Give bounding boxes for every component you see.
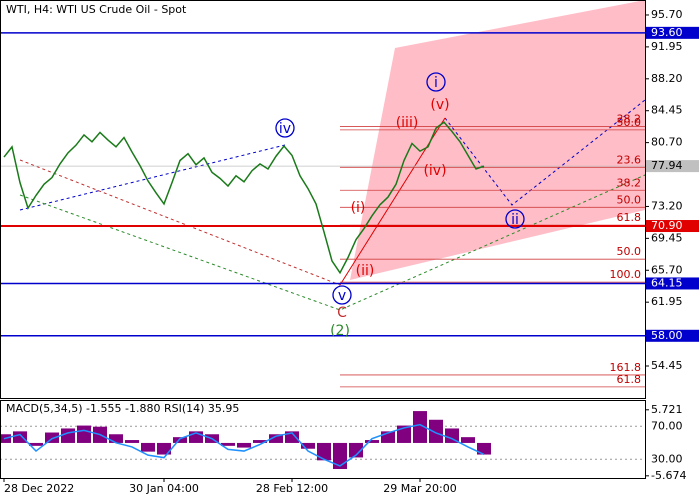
- fib-label: 161.8: [610, 361, 642, 374]
- y-tick-label: 84.45: [651, 104, 683, 117]
- macd-bar: [237, 442, 251, 448]
- x-tick-label: 29 Mar 20:00: [383, 482, 456, 495]
- indicator-frame: [0, 400, 646, 479]
- macd-bar: [269, 434, 283, 443]
- y2-tick-label: 70.00: [651, 419, 683, 432]
- macd-bar: [13, 431, 27, 443]
- wave-line: [339, 117, 446, 286]
- price-level-tag: [646, 277, 699, 290]
- fib-label: 50.0: [617, 116, 642, 129]
- rsi-line: [3, 423, 485, 467]
- y-tick-label: 88.20: [651, 72, 683, 85]
- y-tick-label: 95.70: [651, 8, 683, 21]
- macd-bar: [349, 442, 363, 458]
- chart-title: WTI, H4: WTI US Crude Oil - Spot: [6, 3, 187, 16]
- price-level-tag: [646, 220, 699, 233]
- fib-label: 61.8: [617, 373, 642, 386]
- macd-bar: [45, 432, 59, 443]
- indicator-title: MACD(5,34,5) -1.555 -1.880 RSI(14) 35.95: [6, 402, 239, 415]
- macd-bar: [381, 431, 395, 443]
- y-tick-label: 69.45: [651, 231, 683, 244]
- y-tick-label: -5.674: [651, 469, 686, 482]
- fib-label: 38.2: [617, 176, 642, 189]
- macd-bar: [109, 434, 123, 443]
- projection-zone: [350, 0, 645, 280]
- fib-label: 38.2: [617, 112, 642, 125]
- x-tick-label: 30 Jan 04:00: [129, 482, 199, 495]
- x-tick-label: 28 Feb 12:00: [256, 482, 328, 495]
- y-tick-label: 91.95: [651, 40, 683, 53]
- fib-label: 100.0: [610, 268, 642, 281]
- wave-label: v: [338, 288, 346, 304]
- wave-circle: [426, 72, 446, 92]
- y-tick-label: 73.20: [651, 199, 683, 212]
- wave-label: (2): [330, 323, 350, 339]
- wave-label: (ii): [356, 263, 375, 279]
- macd-bar: [157, 442, 171, 455]
- macd-bar: [61, 428, 75, 443]
- fib-label: 23.6: [617, 153, 642, 166]
- price-level-label: 93.60: [651, 26, 683, 39]
- y-tick-label: 65.70: [651, 263, 683, 276]
- wave-circle: [505, 209, 525, 229]
- wave-circle: [275, 118, 295, 138]
- wave-label: (v): [430, 97, 449, 113]
- price-frame: [0, 0, 646, 399]
- macd-bar: [429, 419, 443, 443]
- price-line: [3, 121, 485, 275]
- price-level-tag: [646, 160, 699, 173]
- macd-bar: [413, 411, 427, 443]
- macd-bar: [77, 425, 91, 443]
- y-tick-label: 54.45: [651, 359, 683, 372]
- fib-label: 61.8: [617, 211, 642, 224]
- macd-bar: [29, 442, 43, 446]
- wave-label: iv: [279, 121, 291, 137]
- wave-label: (iv): [423, 163, 446, 179]
- wave-label: C: [337, 305, 347, 321]
- price-level-tag: [646, 26, 699, 39]
- price-level-tag: [646, 329, 699, 342]
- macd-bar: [141, 442, 155, 452]
- macd-bar: [461, 437, 475, 443]
- macd-bar: [125, 440, 139, 443]
- macd-bar: [221, 442, 235, 446]
- macd-bar: [477, 442, 491, 455]
- wave-label: (iii): [396, 115, 419, 131]
- fib-label: 50.0: [617, 193, 642, 206]
- price-level-label: 70.90: [651, 219, 683, 232]
- y2-tick-label: 30.00: [651, 452, 683, 465]
- macd-bar: [397, 425, 411, 443]
- y-tick-label: 61.95: [651, 295, 683, 308]
- wave-label: ii: [511, 212, 519, 228]
- x-tick-label: 28 Dec 2022: [4, 482, 74, 495]
- macd-bar: [173, 437, 187, 443]
- price-level-label: 64.15: [651, 276, 683, 289]
- price-level-label: 58.00: [651, 329, 683, 342]
- projection-line: [444, 99, 646, 206]
- wave-circle: [332, 285, 352, 305]
- price-level-label: 77.94: [651, 159, 683, 172]
- macd-bar: [285, 431, 299, 443]
- fib-label: 50.0: [617, 245, 642, 258]
- macd-bar: [301, 442, 315, 449]
- wave-label: i: [434, 75, 438, 91]
- macd-bar: [253, 440, 267, 443]
- macd-bar: [445, 428, 459, 443]
- y-tick-label: 5.721: [651, 403, 683, 416]
- macd-bar: [333, 442, 347, 470]
- wave-label: (i): [351, 200, 366, 216]
- macd-bar: [317, 442, 331, 461]
- y-tick-label: 80.70: [651, 136, 683, 149]
- macd-bar: [189, 431, 203, 443]
- macd-bar: [365, 440, 379, 443]
